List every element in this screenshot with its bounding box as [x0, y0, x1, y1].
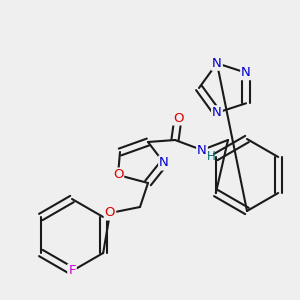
Text: O: O: [113, 169, 123, 182]
Text: O: O: [105, 206, 115, 220]
Text: O: O: [173, 112, 183, 124]
Text: H: H: [207, 149, 215, 163]
Text: N: N: [212, 57, 222, 70]
Text: N: N: [197, 143, 207, 157]
Text: N: N: [241, 66, 251, 79]
Text: N: N: [159, 157, 169, 169]
Text: N: N: [212, 106, 222, 119]
Text: F: F: [68, 265, 76, 278]
